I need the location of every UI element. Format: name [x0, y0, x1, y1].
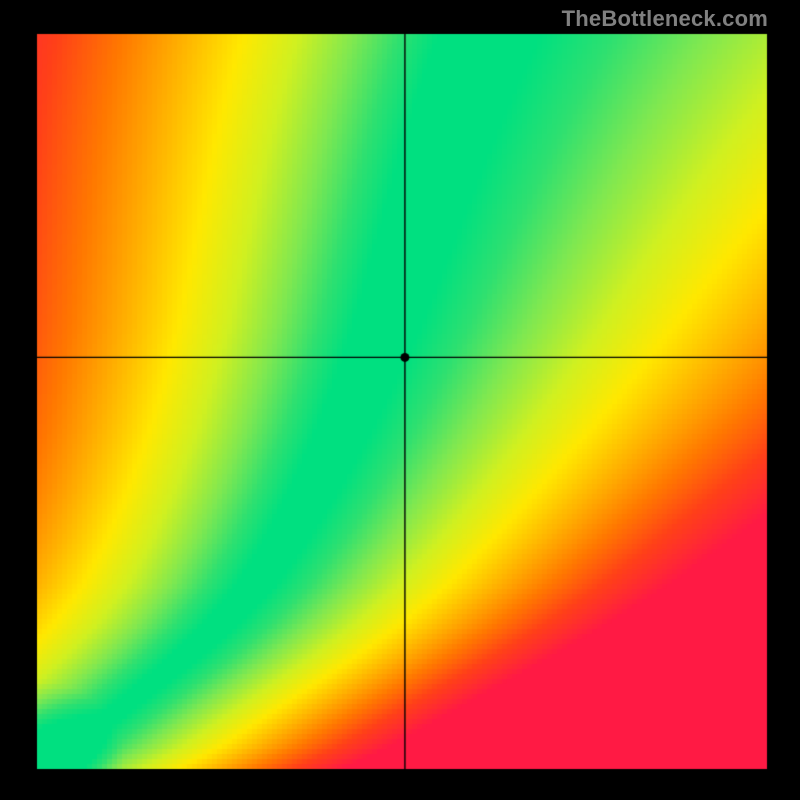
chart-container: TheBottleneck.com [0, 0, 800, 800]
watermark-text: TheBottleneck.com [562, 6, 768, 32]
bottleneck-heatmap [0, 0, 800, 800]
